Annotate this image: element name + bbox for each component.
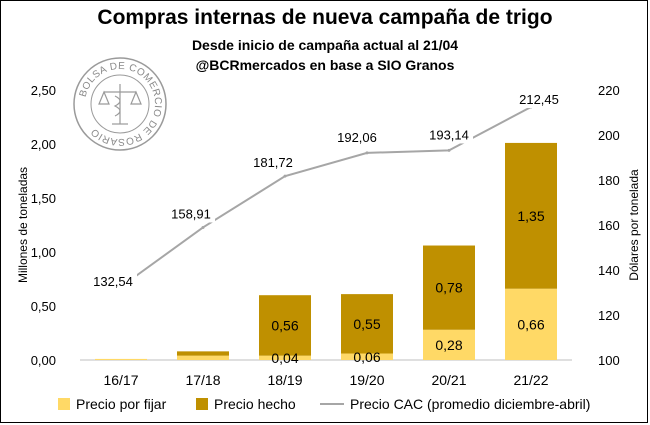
y-tick-label-right: 120 (598, 308, 620, 323)
bar-precio-por-fijar (95, 358, 147, 360)
data-label-hecho: 1,35 (517, 208, 544, 224)
line-point-precio-cac (283, 174, 287, 178)
data-label-bg-cac (89, 271, 137, 290)
data-label-cac: 181,72 (253, 155, 293, 170)
chart-title: Compras internas de nueva campaña de tri… (97, 6, 553, 29)
data-label-cac: 158,91 (171, 206, 211, 221)
y-axis-title-right: Dólares por tonelada (627, 169, 641, 281)
x-tick-label: 16/17 (103, 372, 138, 388)
legend-swatch-cac (320, 403, 344, 405)
bar-precio-por-fijar (177, 355, 229, 360)
bcr-seal-logo: BOLSA DE COMERCIO DE ROSARIO (73, 57, 167, 151)
bar-precio-hecho (423, 245, 475, 330)
bar-precio-por-fijar (505, 288, 557, 360)
data-label-bg-cac (333, 127, 381, 146)
bar-precio-hecho (259, 295, 311, 356)
data-label-por-fijar: 0,04 (271, 350, 298, 366)
data-label-bg-cac (249, 153, 297, 172)
data-label-por-fijar: 0,66 (517, 316, 544, 332)
y-tick-label-right: 100 (598, 353, 620, 368)
data-label-por-fijar: 0,06 (353, 349, 380, 365)
legend-label-por-fijar: Precio por fijar (76, 396, 167, 412)
y-tick-label-left: 2,00 (31, 137, 56, 152)
y-tick-label-right: 140 (598, 263, 620, 278)
x-tick-label: 18/19 (267, 372, 302, 388)
y-tick-label-right: 160 (598, 218, 620, 233)
bar-precio-por-fijar (259, 355, 311, 360)
scales-caduceus-seal-icon (98, 84, 142, 125)
x-tick-label: 17/18 (185, 372, 220, 388)
bar-precio-por-fijar (341, 353, 393, 360)
y-tick-label-left: 0,50 (31, 299, 56, 314)
data-label-hecho: 0,56 (271, 317, 298, 333)
x-tick-label: 20/21 (431, 372, 466, 388)
legend-item-hecho: Precio hecho (196, 396, 296, 412)
data-label-por-fijar: 0,28 (435, 337, 462, 353)
y-tick-label-left: 0,00 (31, 353, 56, 368)
data-label-hecho: 0,78 (435, 280, 462, 296)
bar-precio-hecho (177, 351, 229, 356)
x-tick-label: 19/20 (349, 372, 384, 388)
chart-subtitle-source: @BCRmercados en base a SIO Granos (195, 57, 455, 73)
chart-subtitle-date: Desde inicio de campaña actual al 21/04 (191, 37, 459, 53)
data-label-bg-cac (425, 125, 473, 144)
legend-swatch-por-fijar (58, 398, 70, 410)
legend-swatch-hecho (196, 398, 208, 410)
line-point-precio-cac (365, 151, 369, 155)
legend-label-hecho: Precio hecho (214, 396, 296, 412)
data-label-cac: 193,14 (429, 127, 469, 142)
y-tick-label-right: 200 (598, 128, 620, 143)
y-tick-label-right: 220 (598, 83, 620, 98)
data-label-cac: 132,54 (93, 274, 133, 289)
data-label-cac: 212,45 (519, 92, 559, 107)
line-point-precio-cac (447, 148, 451, 152)
chart-legend: Precio por fijar Precio hecho Precio CAC… (0, 396, 650, 416)
legend-label-cac: Precio CAC (promedio diciembre-abril) (350, 396, 591, 412)
legend-item-por-fijar: Precio por fijar (58, 396, 166, 412)
data-label-hecho: 0,55 (353, 316, 380, 332)
bar-precio-por-fijar (423, 329, 475, 360)
x-tick-label: 21/22 (513, 372, 548, 388)
legend-item-cac: Precio CAC (promedio diciembre-abril) (320, 396, 590, 412)
bar-precio-hecho (341, 294, 393, 354)
line-point-precio-cac (201, 225, 205, 229)
y-tick-label-left: 1,50 (31, 191, 56, 206)
y-axis-title-left: Millones de toneladas (16, 167, 30, 283)
data-label-bg-cac (515, 89, 563, 108)
y-tick-label-left: 1,00 (31, 245, 56, 260)
bar-precio-hecho (505, 142, 557, 289)
y-tick-label-right: 180 (598, 173, 620, 188)
data-label-cac: 192,06 (337, 130, 377, 145)
data-label-bg-cac (167, 204, 215, 223)
y-tick-label-left: 2,50 (31, 83, 56, 98)
